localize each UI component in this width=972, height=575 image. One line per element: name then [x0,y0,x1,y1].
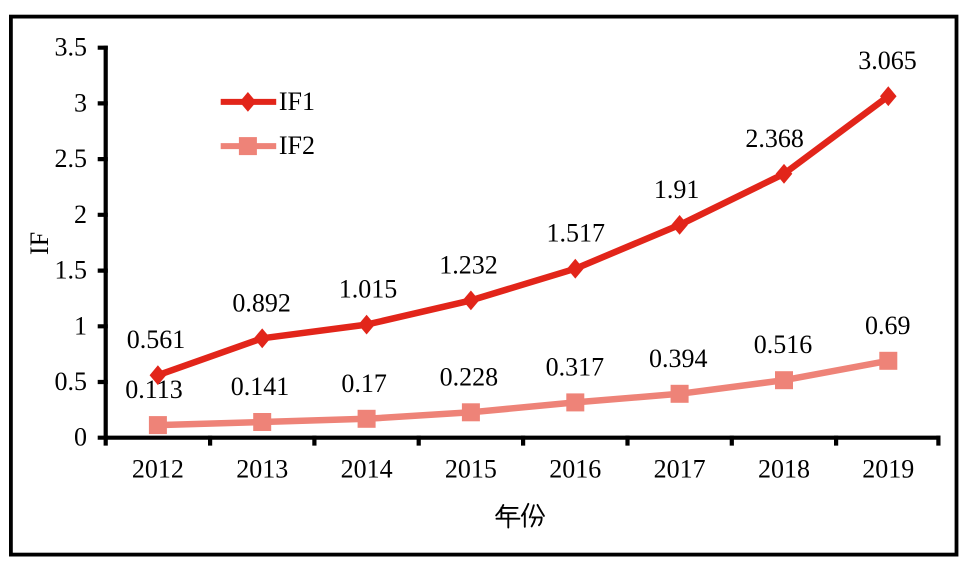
svg-text:1.91: 1.91 [654,175,700,204]
svg-text:3: 3 [74,88,87,117]
svg-text:0.69: 0.69 [865,311,911,340]
svg-text:0.892: 0.892 [232,288,291,317]
svg-text:IF2: IF2 [279,131,315,160]
svg-text:2016: 2016 [549,455,601,484]
svg-text:1.5: 1.5 [55,256,88,285]
svg-text:2014: 2014 [341,455,393,484]
svg-text:2.368: 2.368 [745,124,804,153]
svg-text:2: 2 [74,200,87,229]
svg-text:0.5: 0.5 [55,367,88,396]
svg-text:2012: 2012 [132,455,184,484]
svg-text:0: 0 [74,423,87,452]
svg-text:3.065: 3.065 [858,46,917,75]
svg-text:2.5: 2.5 [55,144,88,173]
svg-text:1.517: 1.517 [547,219,606,248]
svg-text:2017: 2017 [654,455,706,484]
svg-text:1.232: 1.232 [439,250,498,279]
svg-text:3.5: 3.5 [55,33,88,62]
svg-text:0.17: 0.17 [341,369,387,398]
svg-text:2015: 2015 [445,455,497,484]
svg-text:2019: 2019 [862,455,914,484]
svg-text:IF1: IF1 [279,87,315,116]
svg-text:0.317: 0.317 [546,352,605,381]
svg-text:1.015: 1.015 [339,275,398,304]
svg-text:1: 1 [74,311,87,340]
svg-text:0.561: 0.561 [127,325,186,354]
svg-text:0.516: 0.516 [754,330,813,359]
svg-text:2018: 2018 [758,455,810,484]
svg-text:0.228: 0.228 [440,362,499,391]
svg-text:0.394: 0.394 [649,344,708,373]
svg-text:IF: IF [25,232,54,255]
svg-text:0.113: 0.113 [125,375,183,404]
svg-text:2013: 2013 [236,455,288,484]
svg-text:0.141: 0.141 [231,372,290,401]
